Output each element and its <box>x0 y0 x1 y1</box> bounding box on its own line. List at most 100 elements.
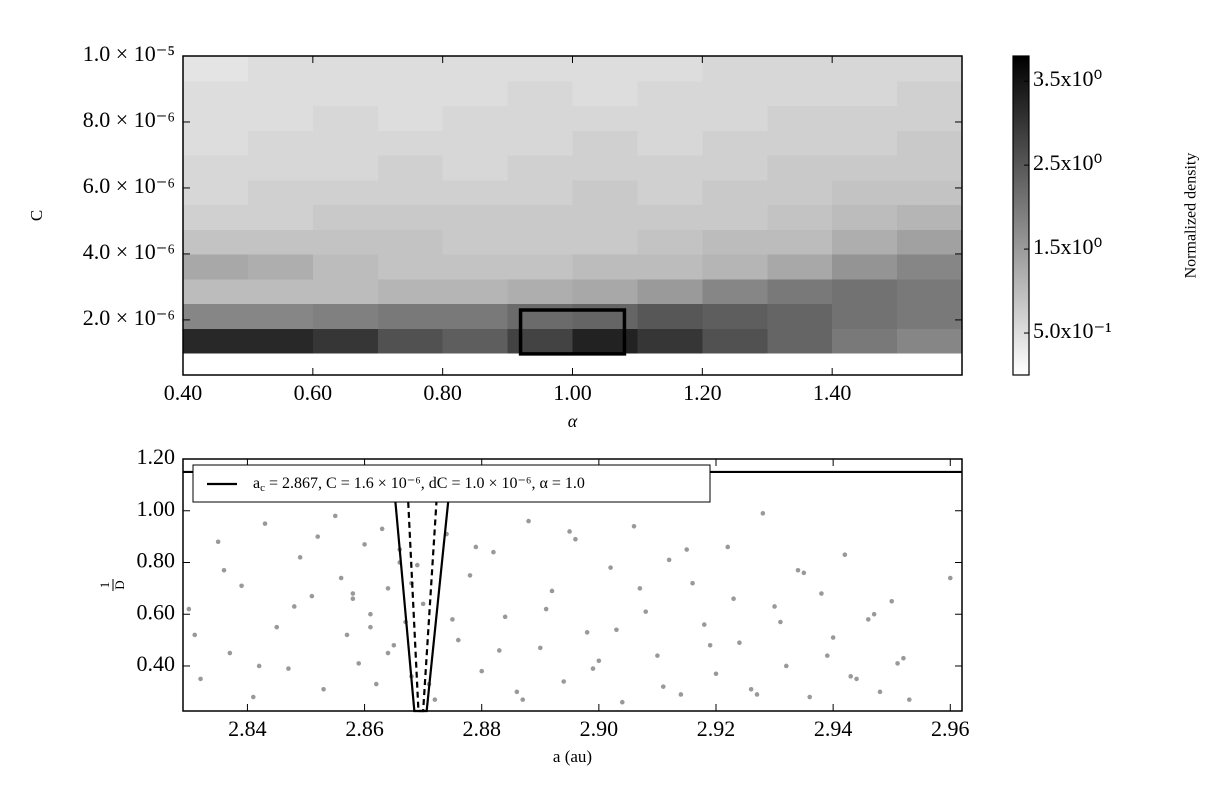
scatter-point <box>297 555 303 560</box>
plot-frame <box>182 55 963 376</box>
heatmap-cell <box>377 130 444 156</box>
scatter-point <box>543 606 549 612</box>
scatter-point <box>526 518 531 524</box>
scatter-point <box>450 617 455 622</box>
legend-subscript: c <box>260 482 265 494</box>
heatmap-cell <box>767 105 833 131</box>
y-tick-label: 1.20 <box>137 444 176 469</box>
heatmap-cell <box>637 105 703 131</box>
heatmap-cell <box>442 278 509 305</box>
heatmap-cell <box>897 303 963 329</box>
scatter-point <box>262 521 268 526</box>
heatmap-cell <box>832 253 898 280</box>
x-tick-label: 2.90 <box>580 716 619 741</box>
scatter-point <box>496 648 502 653</box>
heatmap-cell <box>442 130 509 156</box>
heatmap-cell <box>702 278 768 305</box>
y-tick-label: 1.00 <box>137 496 176 521</box>
heatmap-cell <box>897 105 963 131</box>
scatter-point <box>385 586 391 591</box>
scatter-point <box>215 539 221 545</box>
colorbar-label: Normalized density <box>1183 153 1200 279</box>
heatmap-cell <box>507 278 574 305</box>
scatter-point <box>368 611 373 617</box>
scatter-point <box>906 697 912 702</box>
scatter-point <box>760 511 766 516</box>
scatter-point <box>362 542 367 547</box>
heatmap-cell <box>572 105 639 131</box>
heatmap-cell <box>702 105 768 131</box>
x-tick-label: 0.80 <box>423 380 462 405</box>
heatmap-cell <box>312 56 379 82</box>
scatter-point <box>643 609 649 614</box>
scatter-point <box>614 627 619 633</box>
scatter-point <box>368 624 373 630</box>
heatmap-cell <box>183 80 249 107</box>
scatter-point <box>473 544 479 550</box>
heatmap-cell <box>832 229 898 255</box>
x-tick-label: 2.94 <box>814 716 853 741</box>
heatmap-cell <box>183 179 249 206</box>
y-tick-label: 1.0 × 10⁻⁵ <box>83 41 175 66</box>
heatmap-cell <box>507 105 574 131</box>
heatmap-cell <box>897 80 963 107</box>
heatmap-cell <box>312 130 379 156</box>
heatmap-cell <box>377 204 444 230</box>
y-tick-label: 0.80 <box>137 548 176 573</box>
scatter-point <box>455 637 461 643</box>
scatter-point <box>631 523 637 529</box>
scatter-point <box>824 653 830 658</box>
heatmap-cell <box>897 229 963 255</box>
heatmap-cell <box>702 154 768 181</box>
heatmap-cell <box>767 328 833 354</box>
heatmap-cell <box>702 56 768 82</box>
heatmap-cell <box>832 204 898 230</box>
heatmap-cell <box>442 105 509 131</box>
heatmap-cell <box>572 204 639 230</box>
scatter-point <box>321 686 326 692</box>
heatmap-cell <box>377 154 444 181</box>
heatmap-cell <box>507 253 574 280</box>
heatmap-cell <box>637 303 703 329</box>
scatter-point <box>239 583 244 589</box>
heatmap-cell <box>247 328 314 354</box>
scatter-point <box>865 617 871 622</box>
scatter-point <box>373 681 379 687</box>
scatter-point <box>291 604 297 609</box>
heatmap-cell <box>702 328 768 354</box>
scatter-point <box>731 596 736 602</box>
x-tick-label: 0.60 <box>294 380 333 405</box>
heatmap-cell <box>832 56 898 82</box>
heatmap-cell <box>247 204 314 230</box>
heatmap-cell <box>572 229 639 255</box>
heatmap-cell <box>897 130 963 156</box>
heatmap-cell <box>312 328 379 354</box>
scatter-point <box>737 640 742 645</box>
scatter-point <box>286 666 291 671</box>
heatmap-cell <box>377 179 444 206</box>
scatter-point <box>344 632 350 638</box>
heatmap-cell <box>507 80 574 107</box>
scatter-point <box>192 632 198 638</box>
y-tick-label: 0.40 <box>137 651 176 676</box>
y-tick-label: 2.0 × 10⁻⁶ <box>83 305 175 330</box>
heatmap-cell <box>312 204 379 230</box>
heatmap-cell <box>767 56 833 82</box>
colorbar-tick-label: 1.5x10⁰ <box>1033 234 1103 259</box>
heatmap-cell <box>702 130 768 156</box>
heatmap-cell <box>377 229 444 255</box>
scatter-point <box>666 557 672 563</box>
scatter-point <box>332 513 338 519</box>
y-label-numerator: 1 <box>97 582 112 589</box>
scatter-point <box>514 689 520 695</box>
scatter-point <box>619 699 625 705</box>
x-tick-label: 1.40 <box>813 380 852 405</box>
scatter-point <box>549 588 555 594</box>
heatmap-cell <box>832 154 898 181</box>
colorbar-tick-label: 2.5x10⁰ <box>1033 150 1103 175</box>
colorbar-tick-label: 5.0x10⁻¹ <box>1033 318 1112 343</box>
heatmap-cell <box>897 154 963 181</box>
heatmap-cell <box>832 328 898 354</box>
